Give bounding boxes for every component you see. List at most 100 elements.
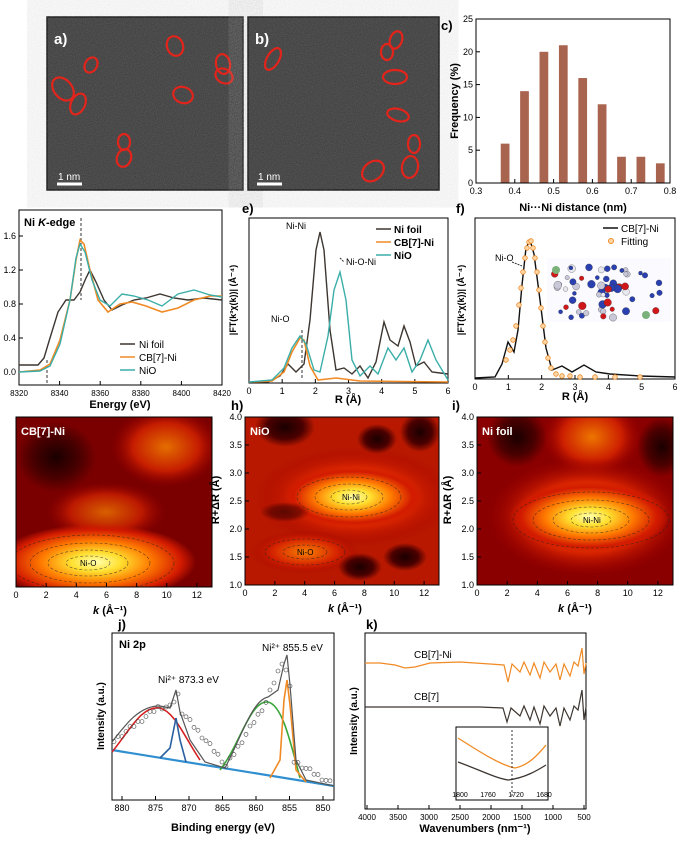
panel-c-ytick-2: 10	[463, 112, 473, 122]
panel-k-xtick-2: 3000	[420, 813, 438, 822]
panel-g-annotation: Ni-O	[80, 559, 96, 568]
panel-h-xtick-1: 2	[272, 588, 277, 598]
panel-c-bar-4	[578, 78, 588, 183]
panel-j-dot-21	[195, 727, 201, 733]
panel-j-xtick-1: 875	[148, 803, 163, 813]
panel-k-series-cb7-ni-label: CB[7]-Ni	[414, 650, 452, 661]
panel-e-legend-ni-foil: Ni foil	[394, 225, 422, 236]
panel-f-fit-dot-26	[637, 374, 643, 380]
panel-k-xtick-4: 2000	[482, 813, 500, 822]
panel-j-dot-16	[175, 691, 181, 697]
panel-h-ytick-3: 2.5	[229, 496, 242, 506]
panel-k-xlabel: Wavenumbers (nm⁻¹)	[419, 823, 530, 835]
panel-h-xtick-5: 10	[389, 588, 399, 598]
panel-j-dot-35	[251, 720, 257, 725]
panel-j-dot-52	[319, 777, 325, 783]
panel-k-inset-xticks: 1800 1760 1720 1680	[452, 792, 552, 799]
panel-j-peak2: Ni²⁺ 855.5 eV	[262, 643, 323, 654]
panel-j-dot-40	[271, 680, 277, 686]
panel-k-line-cb7	[365, 689, 587, 727]
panel-h-title: NiO	[250, 426, 270, 438]
panel-i-ytick-3: 2.5	[461, 496, 474, 506]
panel-h-xtick-2: 4	[302, 588, 307, 598]
panel-f-fit-dot-12	[532, 255, 538, 261]
panel-h-heatmap: Ni-Ni Ni-O	[245, 417, 439, 585]
panel-a-scalebar-label: 1 nm	[58, 172, 80, 183]
panel-j-dot-10	[151, 709, 157, 714]
panel-d-line-cb7-ni	[18, 238, 222, 373]
panel-e-xtick-2: 2	[313, 386, 318, 396]
panel-g-xlabel: k (Å⁻¹)	[93, 604, 127, 617]
panel-j-dot-14	[167, 702, 173, 708]
panel-h-chart: h) Ni-Ni Ni-O NiO 1.0 1.5 2.0 2.5 3.0 3.5	[209, 398, 440, 615]
panel-h-ylabel: R+ΔR (Å)	[209, 475, 222, 524]
panel-e-legend-nio: NiO	[394, 251, 412, 262]
panel-g-xtick-0: 0	[13, 590, 18, 600]
panel-i-ytick-0: 1.0	[461, 580, 474, 590]
panel-j-dot-13	[163, 704, 169, 710]
panel-c-frame	[475, 18, 671, 184]
panel-e-xlabel: R (Å)	[335, 393, 362, 406]
panel-d-legend-ni-foil: Ni foil	[139, 340, 164, 351]
panel-f-fit-dot-16	[540, 323, 546, 329]
panel-j-dot-3	[123, 729, 129, 734]
panel-e-annotation-ni-ni: Ni-Ni	[286, 221, 306, 231]
panel-k-inset-xtick-2: 1720	[508, 792, 524, 799]
panel-c-label: c)	[441, 18, 453, 33]
panel-i-ytick-2: 2.0	[461, 524, 474, 534]
panel-c-xlabel: Ni···Ni distance (nm)	[519, 202, 627, 214]
panel-j-dot-29	[227, 755, 233, 761]
panel-j-dot-15	[171, 699, 177, 705]
panel-d-xlabel: Energy (eV)	[89, 399, 150, 411]
panel-j-dot-7	[139, 719, 145, 724]
panel-j-dot-0	[111, 739, 117, 744]
panel-a-label: a)	[54, 31, 67, 48]
panel-k-ylabel: Intensity (a.u.)	[349, 687, 360, 755]
panel-d-xtick-1: 8340	[51, 389, 69, 398]
panel-f-xtick-3: 3	[572, 382, 577, 392]
panel-k-xtick-7: 500	[577, 813, 591, 822]
panel-k-line-cb7-ni	[365, 647, 587, 683]
panel-c-ytick-0: 0	[468, 178, 473, 188]
panel-j-ylabel: Intensity (a.u.)	[96, 682, 107, 750]
panel-f-xtick-2: 2	[539, 382, 544, 392]
panel-j-xticks: 880 875 870 865 860 855 850	[114, 796, 331, 813]
panel-h-ytick-0: 1.0	[229, 580, 242, 590]
panel-j-xtick-3: 865	[215, 803, 230, 813]
panel-c-bars	[500, 45, 665, 183]
panel-j-dot-2	[119, 734, 125, 739]
panel-h-xtick-4: 8	[362, 588, 367, 598]
panel-d-ytick-4: 1.6	[3, 231, 16, 241]
panel-h-annotation-ni-o: Ni-O	[297, 548, 313, 557]
panel-k-xticks: 4000 3500 3000 2500 2000 1500 1000 500	[358, 805, 591, 822]
panel-d-line-ni-foil	[19, 268, 223, 366]
panel-d-legend-cb7-ni: CB[7]-Ni	[139, 353, 177, 364]
panel-j-data-points	[111, 661, 333, 784]
panel-f-fit-dot-15	[538, 305, 544, 311]
panel-j-dot-11	[155, 704, 161, 709]
panel-f-ylabel: |FT(k³χ(k))| (Å⁻⁴)	[456, 265, 466, 335]
panel-j-dot-22	[199, 735, 205, 741]
panel-i-label: i)	[452, 398, 460, 413]
panel-d-ytick-2: 0.8	[3, 299, 16, 309]
panel-j-dot-32	[239, 740, 245, 746]
panel-d-xtick-5: 8420	[213, 389, 231, 398]
panel-d-yticks: 0.0 0.4 0.8 1.2 1.6	[3, 231, 23, 377]
panel-b: b) 1 nm	[247, 16, 440, 191]
panel-c-bar-2	[539, 51, 549, 183]
panel-j-dot-46	[295, 760, 301, 765]
panel-e-legend-cb7-ni: CB[7]-Ni	[394, 238, 434, 249]
panel-j-dot-39	[267, 687, 273, 693]
panel-e-xtick-6: 6	[445, 386, 450, 396]
panel-e-xtick-5: 5	[412, 386, 417, 396]
panel-j-dot-42	[279, 661, 285, 667]
panel-h-ytick-5: 3.5	[229, 440, 242, 450]
panel-j-dot-23	[203, 738, 209, 744]
panel-c-ytick-5: 25	[463, 14, 473, 24]
panel-i-xtick-1: 2	[505, 588, 510, 598]
panel-k-xtick-3: 2500	[451, 813, 469, 822]
panel-h-ytick-2: 2.0	[229, 524, 242, 534]
panel-f-fit-dot-14	[536, 287, 542, 293]
panel-f-ni-atom-2	[642, 311, 650, 319]
panel-j-dot-44	[287, 683, 293, 689]
